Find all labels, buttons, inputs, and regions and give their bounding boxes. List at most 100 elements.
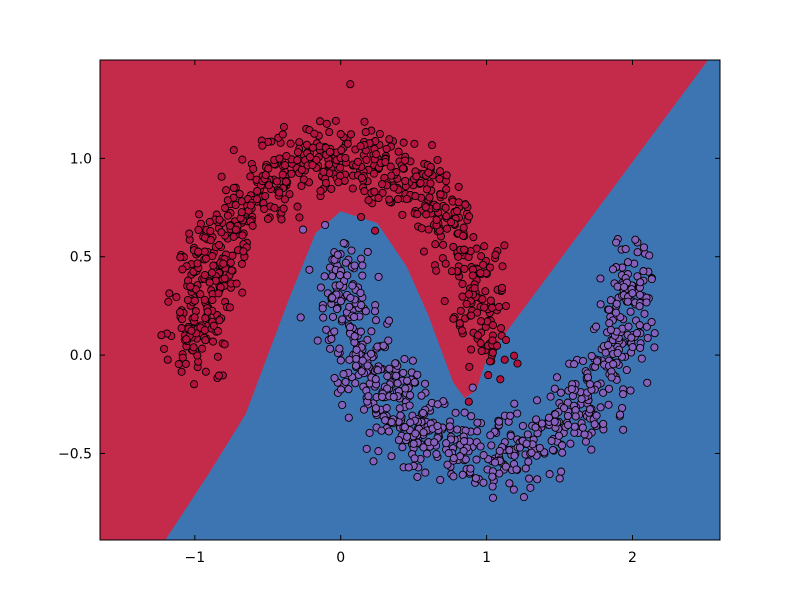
- scatter-point: [345, 323, 355, 332]
- scatter-point: [341, 258, 350, 267]
- scatter-point: [486, 431, 495, 440]
- scatter-point: [580, 430, 589, 439]
- scatter-point: [220, 274, 229, 283]
- scatter-point: [454, 252, 463, 261]
- scatter-point: [280, 195, 289, 204]
- scatter-point: [347, 246, 356, 255]
- scatter-point: [527, 448, 536, 457]
- scatter-point: [293, 148, 303, 157]
- scatter-point: [522, 439, 531, 448]
- scatter-point: [379, 341, 388, 350]
- scatter-point: [599, 419, 608, 428]
- scatter-point: [205, 217, 214, 226]
- scatter-point: [411, 429, 420, 438]
- scatter-point: [640, 309, 649, 318]
- scatter-point: [442, 439, 451, 448]
- scatter-point: [346, 130, 356, 139]
- scatter-point: [350, 261, 359, 270]
- scatter-point: [587, 351, 596, 361]
- scatter-point: [322, 325, 331, 334]
- scatter-point: [194, 247, 203, 256]
- scatter-point: [360, 187, 369, 196]
- scatter-point: [458, 326, 467, 335]
- scatter-point: [432, 266, 441, 275]
- scatter-point: [468, 383, 477, 392]
- scatter-point: [369, 169, 379, 178]
- scatter-point: [417, 391, 426, 400]
- scatter-point: [344, 385, 353, 394]
- scatter-point: [389, 183, 398, 192]
- scatter-point: [382, 144, 391, 153]
- scatter-point: [177, 367, 186, 376]
- scatter-point: [550, 417, 559, 426]
- scatter-point: [316, 186, 325, 196]
- scatter-point: [249, 164, 258, 173]
- scatter-point: [585, 405, 595, 414]
- scatter-point: [190, 313, 199, 322]
- scatter-point: [451, 408, 460, 417]
- scatter-point: [172, 293, 181, 302]
- scatter-point: [237, 208, 246, 217]
- scatter-point: [518, 421, 527, 430]
- scatter-point: [501, 462, 510, 471]
- scatter-point: [219, 259, 228, 268]
- scatter-point: [352, 354, 361, 363]
- scatter-point: [305, 153, 315, 162]
- scatter-point: [339, 370, 348, 379]
- scatter-point: [619, 390, 628, 399]
- scatter-point: [402, 432, 412, 441]
- scatter-point: [201, 254, 211, 263]
- scatter-point: [456, 306, 465, 315]
- scatter-point: [626, 386, 635, 395]
- scatter-point: [611, 308, 621, 317]
- scatter-point: [435, 174, 444, 183]
- scatter-point: [466, 464, 475, 473]
- scatter-point: [189, 343, 198, 352]
- scatter-point: [439, 240, 448, 249]
- scatter-point: [318, 304, 327, 313]
- scatter-point: [585, 380, 595, 389]
- scatter-point: [352, 345, 361, 354]
- scatter-point: [464, 290, 473, 299]
- scatter-point: [399, 368, 408, 377]
- scatter-point: [374, 193, 383, 203]
- scatter-point: [370, 307, 380, 316]
- scatter-point: [513, 409, 522, 418]
- scatter-point: [413, 370, 422, 379]
- scatter-point: [186, 282, 195, 291]
- scatter-point: [596, 300, 605, 309]
- scatter-point: [500, 241, 509, 250]
- scatter-point: [272, 177, 281, 186]
- scatter-point: [357, 254, 366, 263]
- scatter-point: [160, 344, 169, 353]
- scatter-point: [433, 155, 442, 165]
- scatter-point: [461, 200, 470, 209]
- scatter-point: [385, 195, 394, 204]
- scatter-point: [231, 200, 240, 210]
- scatter-point: [521, 464, 530, 473]
- scatter-point: [261, 170, 270, 179]
- scatter-point: [395, 404, 404, 413]
- scatter-point: [431, 240, 440, 249]
- scatter-point: [357, 367, 366, 376]
- scatter-point: [452, 207, 462, 216]
- scatter-point: [198, 344, 207, 353]
- scatter-point: [322, 119, 331, 128]
- scatter-point: [420, 379, 430, 388]
- scatter-point: [286, 139, 295, 148]
- scatter-point: [227, 266, 236, 275]
- scatter-point: [334, 178, 343, 187]
- scatter-point: [369, 457, 378, 466]
- scatter-point: [403, 376, 412, 385]
- scatter-point: [280, 161, 290, 170]
- scatter-point: [513, 359, 522, 368]
- scatter-point: [387, 418, 396, 427]
- scatter-point: [578, 423, 587, 432]
- scatter-point: [551, 410, 560, 419]
- scatter-point: [207, 268, 217, 277]
- scatter-point: [478, 295, 487, 304]
- scatter-point: [570, 360, 579, 369]
- scatter-point: [596, 274, 605, 283]
- scatter-point: [299, 175, 308, 184]
- scatter-point: [398, 443, 407, 452]
